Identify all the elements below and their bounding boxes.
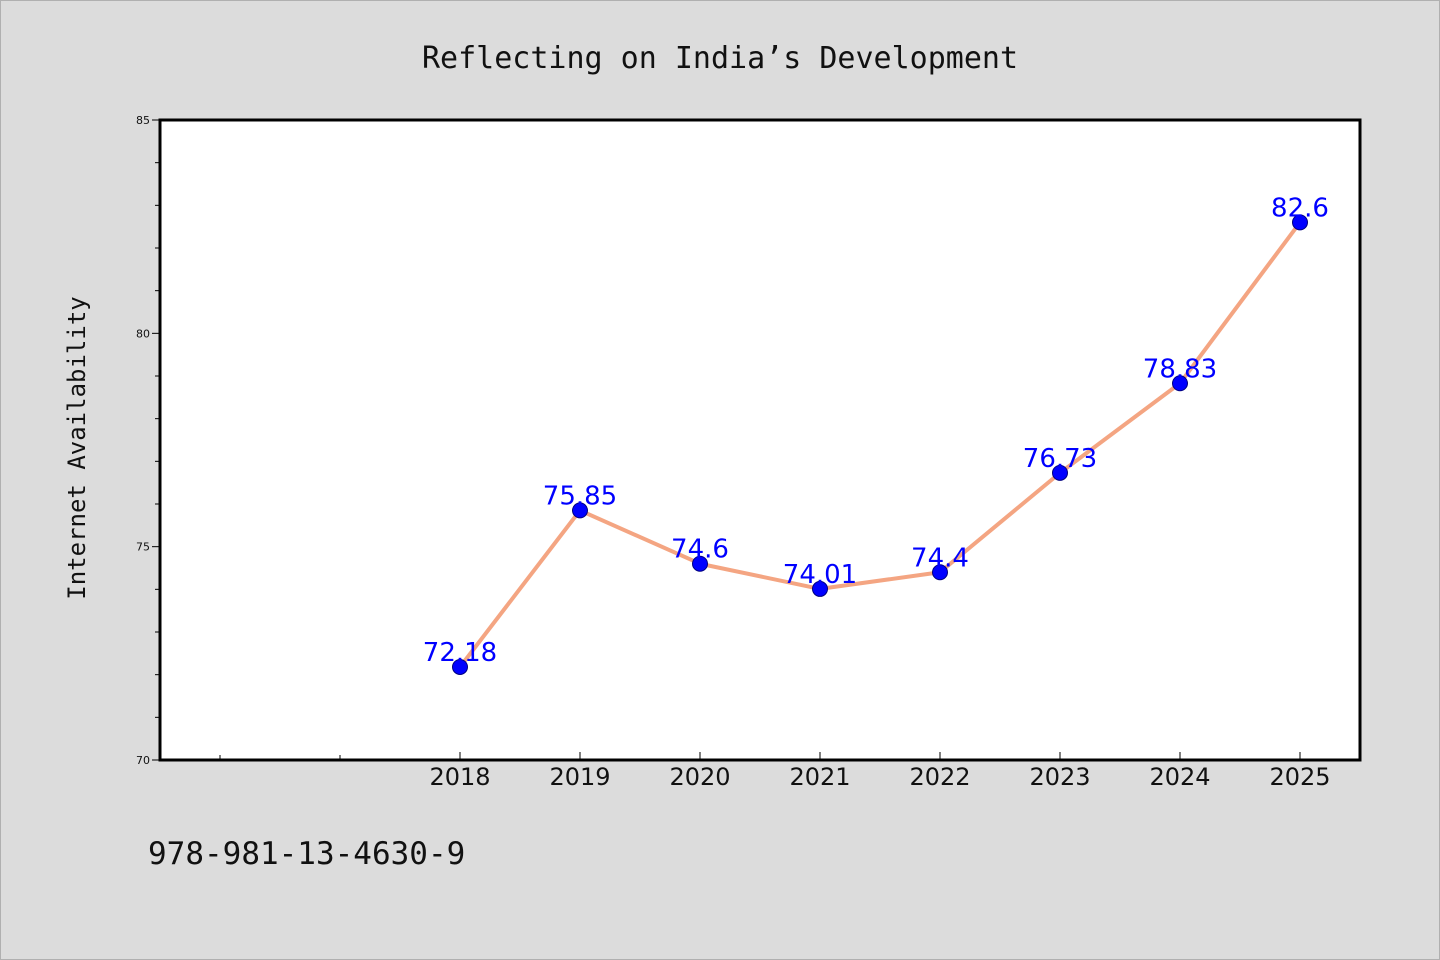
x-tick-label: 2021 bbox=[789, 763, 850, 791]
y-tick-labels: 70 75 80 85 bbox=[136, 114, 150, 767]
series-points-group bbox=[452, 214, 1308, 675]
y-tick-label: 80 bbox=[136, 327, 150, 340]
data-label: 74.4 bbox=[911, 543, 969, 573]
data-point bbox=[572, 502, 588, 519]
x-tick-marks bbox=[219, 752, 1301, 760]
data-labels-group: 72.18 75.85 74.6 74.01 74.4 76.73 78.83 82.6 bbox=[423, 193, 1329, 668]
x-tick-label: 2019 bbox=[549, 763, 610, 791]
data-label: 75.85 bbox=[543, 481, 617, 511]
data-point bbox=[452, 658, 468, 675]
data-label: 72.18 bbox=[423, 638, 497, 668]
x-tick-label: 2024 bbox=[1149, 763, 1210, 791]
data-label: 78.83 bbox=[1143, 354, 1217, 384]
data-point bbox=[812, 580, 828, 597]
y-axis-label: Internet Availability bbox=[63, 296, 91, 599]
data-point bbox=[1172, 375, 1188, 392]
x-tick-labels: 2018 2019 2020 2021 2022 2023 2024 2025 bbox=[429, 763, 1330, 791]
y-tick-label: 75 bbox=[136, 541, 150, 554]
plot-area bbox=[158, 118, 1362, 762]
data-point bbox=[1292, 214, 1308, 231]
data-label: 74.6 bbox=[671, 535, 729, 565]
x-tick-label: 2025 bbox=[1269, 763, 1330, 791]
data-point bbox=[692, 555, 708, 572]
series-line bbox=[458, 221, 1302, 669]
data-label: 76.73 bbox=[1023, 444, 1097, 474]
series-line-group bbox=[458, 221, 1302, 669]
y-tick-marks bbox=[152, 119, 160, 761]
data-point bbox=[932, 564, 948, 581]
data-point bbox=[1052, 464, 1068, 481]
data-label: 82.6 bbox=[1271, 193, 1329, 223]
data-label: 74.01 bbox=[783, 560, 857, 590]
x-tick-label: 2020 bbox=[669, 763, 730, 791]
chart-title: Reflecting on India’s Development bbox=[422, 41, 1018, 76]
x-tick-label: 2022 bbox=[909, 763, 970, 791]
y-tick-label: 70 bbox=[136, 754, 150, 767]
x-tick-label: 2023 bbox=[1029, 763, 1090, 791]
isbn-footer: 978-981-13-4630-9 bbox=[148, 836, 465, 872]
y-tick-label: 85 bbox=[136, 114, 150, 127]
x-tick-label: 2018 bbox=[429, 763, 490, 791]
